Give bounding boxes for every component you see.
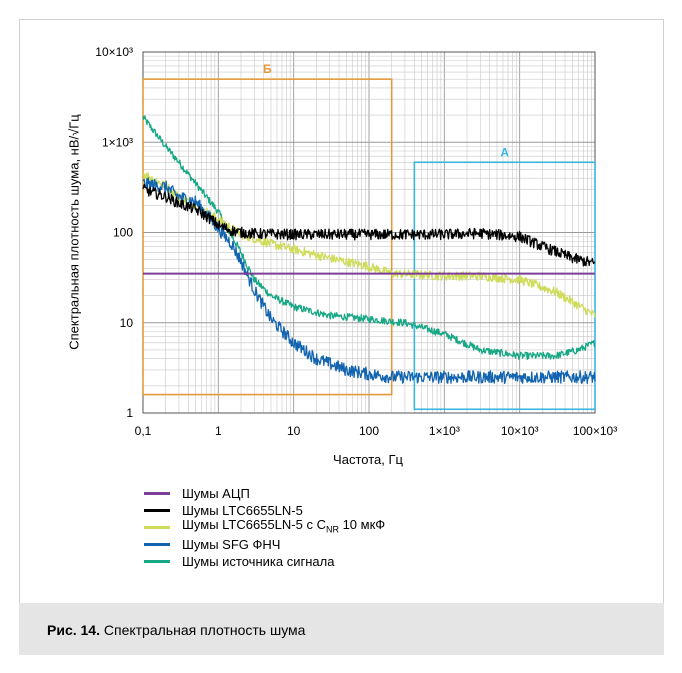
legend-swatch-source xyxy=(144,560,170,563)
x-tick-label: 10×10³ xyxy=(501,424,539,438)
legend-label-ltc-cnr: Шумы LTC6655LN-5 с CNR 10 мкФ xyxy=(182,517,385,538)
caption-text: Спектральная плотность шума xyxy=(99,622,306,638)
x-tick-label: 100 xyxy=(359,424,379,438)
x-tick-label: 0,1 xyxy=(135,424,152,438)
legend-item-adc: Шумы АЦП xyxy=(144,485,385,502)
legend-label-ltc-cnr-pre: Шумы LTC6655LN-5 с C xyxy=(182,517,326,533)
legend-label-sfg: Шумы SFG ФНЧ xyxy=(182,537,281,552)
legend-label-source: Шумы источника сигнала xyxy=(182,554,335,569)
x-tick-label: 1×10³ xyxy=(429,424,460,438)
series-line-4 xyxy=(142,115,596,361)
x-tick-label: 100×10³ xyxy=(573,424,617,438)
legend-label-ltc: Шумы LTC6655LN-5 xyxy=(182,503,303,518)
figure-caption: Рис. 14. Спектральная плотность шума xyxy=(47,622,305,638)
region-label-0: Б xyxy=(263,62,272,76)
caption-band: Рис. 14. Спектральная плотность шума xyxy=(19,603,664,655)
caption-prefix: Рис. 14. xyxy=(47,622,100,638)
series-line-3 xyxy=(142,177,596,385)
legend-label-ltc-cnr-post: 10 мкФ xyxy=(338,517,386,533)
legend-swatch-ltc xyxy=(144,509,170,512)
legend-item-ltc-cnr: Шумы LTC6655LN-5 с CNR 10 мкФ xyxy=(144,517,385,538)
legend: Шумы АЦП Шумы LTC6655LN-5 Шумы LTC6655LN… xyxy=(144,485,385,570)
legend-item-ltc: Шумы LTC6655LN-5 xyxy=(144,502,385,519)
region-box-1 xyxy=(413,161,596,411)
y-tick-label: 100 xyxy=(113,226,133,240)
x-axis-label: Частота, Гц xyxy=(333,452,403,467)
legend-swatch-adc xyxy=(144,492,170,495)
y-tick-label: 1×10³ xyxy=(102,135,133,149)
legend-label-adc: Шумы АЦП xyxy=(182,486,250,501)
legend-swatch-ltc-cnr xyxy=(144,526,170,529)
y-tick-label: 10 xyxy=(120,316,134,330)
series-line-1 xyxy=(142,183,596,267)
legend-swatch-sfg xyxy=(144,543,170,546)
legend-label-ltc-cnr-sub: NR xyxy=(325,524,339,535)
x-tick-label: 10 xyxy=(287,424,301,438)
y-tick-label: 1 xyxy=(126,406,133,420)
region-label-1: А xyxy=(500,145,509,159)
legend-item-source: Шумы источника сигнала xyxy=(144,553,385,570)
x-tick-label: 1 xyxy=(215,424,222,438)
series-line-2 xyxy=(142,172,596,318)
legend-item-sfg: Шумы SFG ФНЧ xyxy=(144,536,385,553)
y-axis-label: Спектральная плотность шума, нВ/√Гц xyxy=(66,114,82,350)
y-tick-label: 10×10³ xyxy=(95,45,133,59)
